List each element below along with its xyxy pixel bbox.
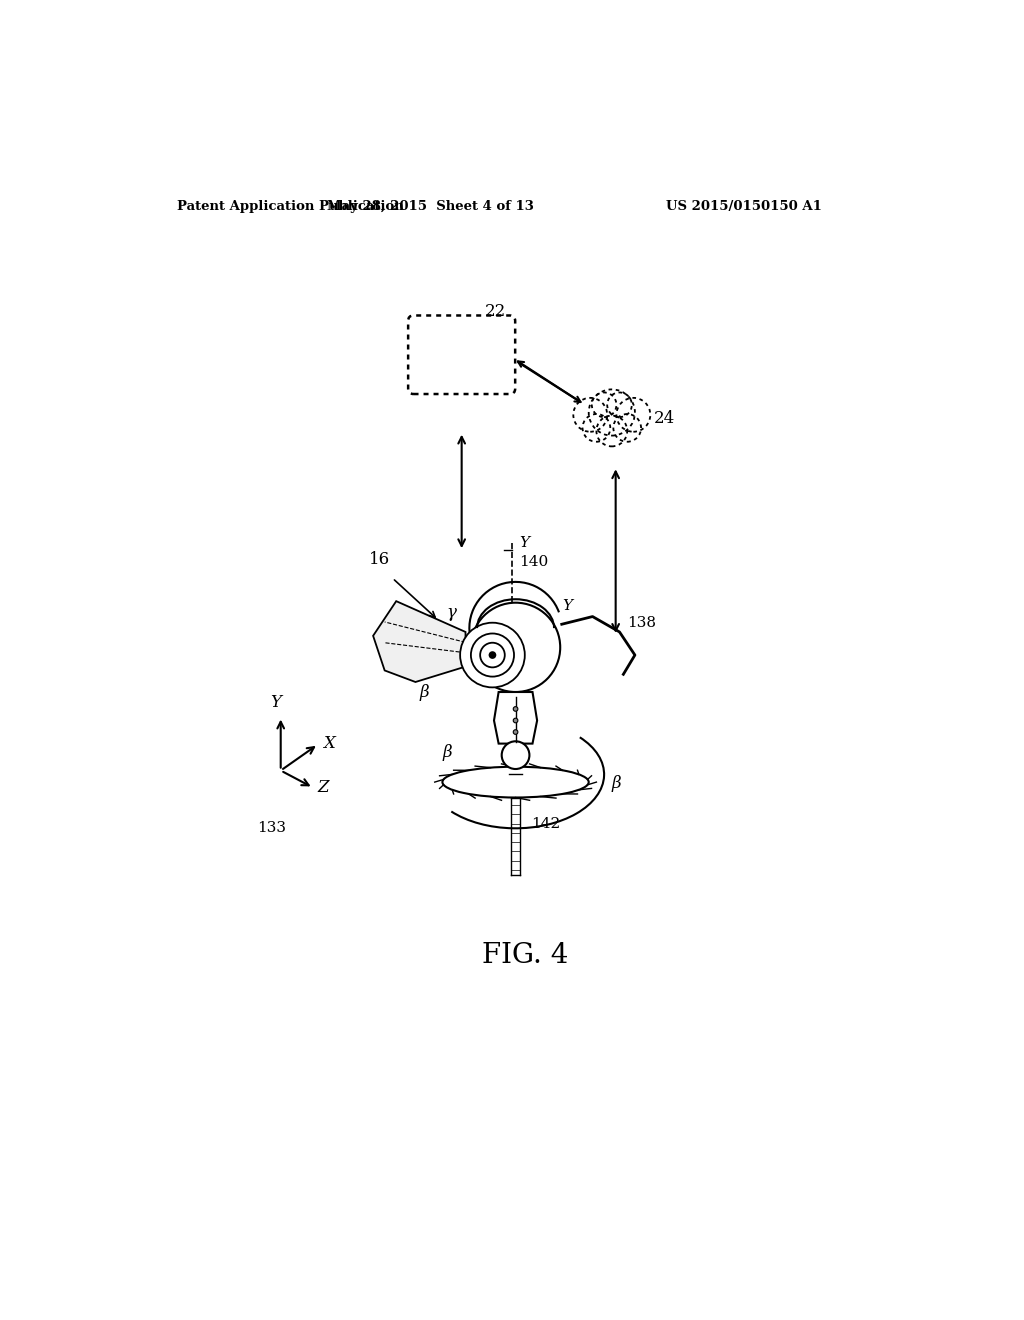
- Polygon shape: [494, 692, 538, 743]
- Circle shape: [607, 392, 632, 417]
- Circle shape: [502, 742, 529, 770]
- Text: β: β: [419, 684, 429, 701]
- Circle shape: [513, 718, 518, 723]
- FancyBboxPatch shape: [409, 315, 515, 395]
- Text: 16: 16: [370, 552, 390, 568]
- Text: Y: Y: [562, 599, 571, 614]
- Text: 133: 133: [258, 821, 287, 836]
- Text: 138: 138: [628, 615, 656, 630]
- Circle shape: [513, 730, 518, 734]
- Text: γ: γ: [446, 605, 456, 622]
- Ellipse shape: [442, 767, 589, 797]
- Text: FIG. 4: FIG. 4: [481, 942, 568, 969]
- Circle shape: [573, 397, 607, 432]
- Circle shape: [460, 623, 525, 688]
- Circle shape: [513, 706, 518, 711]
- Text: 142: 142: [531, 817, 560, 832]
- Circle shape: [583, 414, 610, 442]
- Circle shape: [616, 397, 650, 432]
- Circle shape: [471, 603, 560, 692]
- Text: 24: 24: [654, 411, 676, 428]
- Circle shape: [471, 634, 514, 677]
- Text: Patent Application Publication: Patent Application Publication: [177, 199, 403, 213]
- Text: 140: 140: [519, 556, 549, 569]
- Text: US 2015/0150150 A1: US 2015/0150150 A1: [666, 199, 821, 213]
- Text: Y: Y: [270, 694, 281, 711]
- Text: β: β: [442, 744, 452, 762]
- Text: May 28, 2015  Sheet 4 of 13: May 28, 2015 Sheet 4 of 13: [328, 199, 535, 213]
- Text: Y: Y: [519, 536, 529, 550]
- Circle shape: [480, 643, 505, 668]
- Circle shape: [613, 414, 641, 442]
- Text: X: X: [323, 735, 335, 752]
- Text: Z: Z: [317, 779, 330, 796]
- Text: 22: 22: [484, 304, 506, 321]
- Circle shape: [592, 392, 616, 417]
- Text: β: β: [611, 775, 622, 792]
- Circle shape: [589, 389, 635, 436]
- Polygon shape: [373, 601, 466, 682]
- Circle shape: [596, 416, 628, 446]
- Circle shape: [488, 651, 497, 659]
